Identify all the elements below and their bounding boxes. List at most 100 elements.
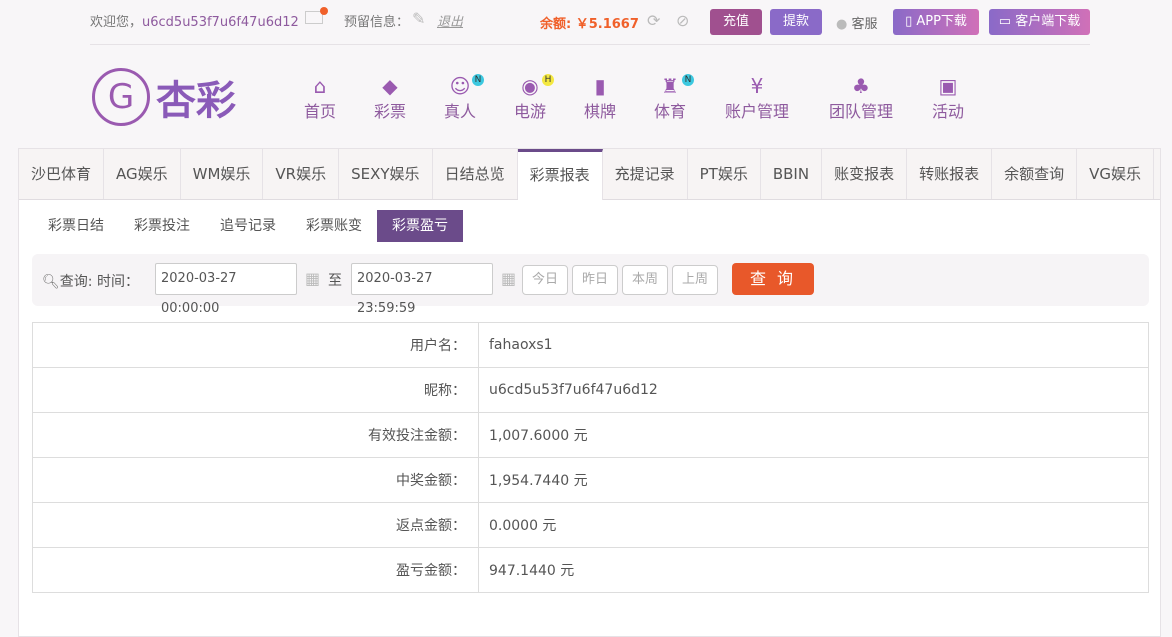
nav-item[interactable]: ◉ H 电游 [490, 74, 570, 122]
nav-label: 彩票 [373, 102, 406, 121]
client-download-button[interactable]: ▭ 客户端下载 [989, 9, 1090, 35]
yen-icon: ¥ [750, 74, 764, 98]
hide-eye-icon[interactable]: ⊘ [676, 11, 690, 30]
phone-icon: ▯ [905, 14, 913, 29]
table-row: 昵称： u6cd5u53f7u6f47u6d12 [32, 367, 1149, 413]
ticket-icon: ◆ [382, 74, 398, 98]
row-label: 有效投注金额： [32, 412, 479, 458]
query-button[interactable]: 查 询 [732, 263, 814, 295]
to-label: 至 [328, 273, 342, 289]
tab[interactable]: WM娱乐 [181, 149, 264, 199]
report-tabs: 沙巴体育 AG娱乐 WM娱乐 VR娱乐 SEXY娱乐 日结总览 彩票报表 充提记录 PT娱乐 BB… [19, 149, 1160, 200]
table-row: 返点金额： 0.0000 元 [32, 502, 1149, 548]
edit-icon[interactable]: ✎ [412, 9, 426, 28]
sub-tab[interactable]: 彩票账变 [306, 218, 362, 234]
row-label: 用户名： [32, 322, 479, 368]
badge: N [682, 74, 694, 86]
nav-item[interactable]: ▣ 活动 [908, 74, 988, 122]
row-label: 盈亏金额： [32, 547, 479, 593]
profit-loss-table: 用户名： fahaoxs1 昵称： u6cd5u53f7u6f47u6d12 有效投注金… [32, 322, 1149, 593]
query-label: 🔍︎查询: 时间： [42, 274, 139, 290]
sub-tab[interactable]: 彩票盈亏 [377, 210, 463, 242]
query-bar: 🔍︎查询: 时间： 2020-03-27 00:00:00 ▦ 至 2020-0… [32, 254, 1149, 316]
tab[interactable]: SEXY娱乐 [339, 149, 433, 199]
nav-label: 棋牌 [583, 102, 616, 121]
table-row: 中奖金额： 1,954.7440 元 [32, 457, 1149, 503]
nav-item[interactable]: ♣ 团队管理 [821, 74, 901, 122]
tab[interactable]: BBIN [761, 149, 823, 199]
dealer-icon: ☺ N [420, 74, 500, 98]
tab[interactable]: 转账报表 [907, 149, 993, 199]
table-row: 盈亏金额： 947.1440 元 [32, 547, 1149, 593]
nav-item[interactable]: ♜ N 体育 [630, 74, 710, 122]
nav-label: 体育 [653, 102, 686, 121]
refresh-icon[interactable]: ⟳ [647, 11, 661, 30]
sub-tab[interactable]: 追号记录 [220, 218, 276, 234]
start-time-input[interactable]: 2020-03-27 00:00:00 [155, 263, 297, 316]
nav-item[interactable]: ▮ 棋牌 [560, 74, 640, 122]
tab[interactable]: 账变报表 [822, 149, 908, 199]
today-button[interactable]: 今日 [522, 265, 568, 295]
mail-icon[interactable] [305, 7, 328, 24]
nav-item[interactable]: ⌂ 首页 [280, 74, 360, 122]
calendar-icon[interactable]: ▦ [501, 269, 517, 288]
table-row: 有效投注金额： 1,007.6000 元 [32, 412, 1149, 458]
row-value: u6cd5u53f7u6f47u6d12 [478, 367, 1149, 413]
tab[interactable]: 充提记录 [603, 149, 688, 199]
row-label: 昵称： [32, 367, 479, 413]
nav-label: 电游 [513, 102, 546, 121]
balance: 余额: ￥5.1667 [540, 17, 639, 32]
row-label: 中奖金额： [32, 457, 479, 503]
tab[interactable]: 日结总览 [433, 149, 518, 199]
tab[interactable]: 彩票报表 [517, 149, 603, 200]
table-row: 用户名： fahaoxs1 [32, 322, 1149, 368]
tab[interactable]: 余额查询 [992, 149, 1078, 199]
nav-item[interactable]: ◆ 彩票 [350, 74, 430, 122]
row-value: 1,007.6000 元 [478, 412, 1149, 458]
service-icon: ● [836, 17, 848, 32]
nav-item[interactable]: ☺ N 真人 [420, 74, 500, 122]
welcome-text: 欢迎您，u6cd5u53f7u6f47u6d12 [90, 15, 299, 30]
customer-service-link[interactable]: ● 客服 [836, 17, 878, 32]
tab[interactable]: AG娱乐 [104, 149, 181, 199]
row-value: fahaoxs1 [478, 322, 1149, 368]
withdraw-button[interactable]: 提款 [770, 9, 822, 35]
sub-tab[interactable]: 彩票日结 [48, 218, 104, 234]
nav-label: 真人 [443, 102, 476, 121]
home-icon: ⌂ [313, 74, 327, 98]
monitor-icon: ▭ [998, 14, 1012, 29]
this-week-button[interactable]: 本周 [622, 265, 668, 295]
logout-link[interactable]: 退出 [437, 15, 464, 30]
tab[interactable]: VR娱乐 [263, 149, 340, 199]
username: u6cd5u53f7u6f47u6d12 [142, 15, 299, 30]
tab[interactable]: VG娱乐 [1077, 149, 1154, 199]
nav-label: 活动 [931, 102, 964, 121]
tab[interactable]: PT娱乐 [688, 149, 761, 199]
sub-tab[interactable]: 彩票投注 [134, 218, 190, 234]
divider [90, 44, 1090, 45]
nav-item[interactable]: ¥ 账户管理 [717, 74, 797, 122]
app-download-button[interactable]: ▯ APP下载 [893, 9, 979, 35]
sub-tabs: 彩票日结 彩票投注 追号记录 彩票账变 彩票盈亏 [33, 210, 463, 242]
nav-label: 首页 [303, 102, 336, 121]
row-label: 返点金额： [32, 502, 479, 548]
yesterday-button[interactable]: 昨日 [572, 265, 618, 295]
row-value: 947.1440 元 [478, 547, 1149, 593]
badge: H [542, 74, 554, 86]
gift-icon: ▣ [938, 74, 958, 98]
end-time-input[interactable]: 2020-03-27 23:59:59 [351, 263, 493, 316]
row-value: 1,954.7440 元 [478, 457, 1149, 503]
recharge-button[interactable]: 充值 [710, 9, 762, 35]
last-week-button[interactable]: 上周 [672, 265, 718, 295]
tab[interactable]: 沙巴体育 [19, 149, 105, 199]
team-icon: ♣ [852, 74, 870, 98]
nav-label: 团队管理 [828, 102, 893, 121]
reserved-info-label: 预留信息： [344, 15, 410, 30]
badge: N [472, 74, 484, 86]
nav-label: 账户管理 [724, 102, 789, 121]
calendar-icon[interactable]: ▦ [305, 269, 321, 288]
logo[interactable]: G 杏彩 [92, 68, 236, 126]
cards-icon: ▮ [594, 74, 606, 98]
content-panel: 沙巴体育 AG娱乐 WM娱乐 VR娱乐 SEXY娱乐 日结总览 彩票报表 充提记录 PT娱乐 BB… [18, 148, 1161, 637]
logo-emblem-icon: G [92, 68, 150, 126]
